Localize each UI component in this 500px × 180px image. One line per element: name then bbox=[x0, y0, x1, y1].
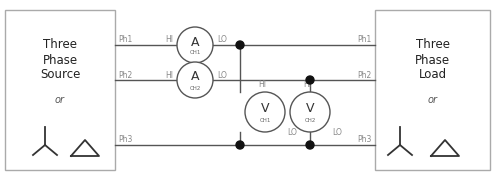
Text: Ph2: Ph2 bbox=[118, 71, 132, 80]
Text: or: or bbox=[428, 95, 438, 105]
Text: Ph1: Ph1 bbox=[358, 35, 372, 44]
Text: V: V bbox=[261, 102, 269, 114]
Circle shape bbox=[177, 62, 213, 98]
Text: LO: LO bbox=[217, 71, 227, 80]
Circle shape bbox=[290, 92, 330, 132]
Text: HI: HI bbox=[303, 80, 311, 89]
Text: Ph3: Ph3 bbox=[118, 136, 132, 145]
Text: V: V bbox=[306, 102, 314, 114]
Text: Phase: Phase bbox=[415, 53, 450, 66]
Text: CH2: CH2 bbox=[190, 86, 200, 91]
Circle shape bbox=[177, 27, 213, 63]
Circle shape bbox=[306, 76, 314, 84]
Text: CH1: CH1 bbox=[190, 51, 200, 55]
Text: Phase: Phase bbox=[42, 53, 78, 66]
Text: LO: LO bbox=[217, 35, 227, 44]
Text: LO: LO bbox=[332, 128, 342, 137]
Text: CH1: CH1 bbox=[260, 118, 270, 123]
Text: Three: Three bbox=[43, 39, 77, 51]
Text: HI: HI bbox=[258, 80, 266, 89]
Bar bbox=[5, 10, 115, 170]
Text: or: or bbox=[55, 95, 65, 105]
Text: LO: LO bbox=[287, 128, 297, 137]
Circle shape bbox=[236, 41, 244, 49]
Circle shape bbox=[245, 92, 285, 132]
Circle shape bbox=[236, 141, 244, 149]
Text: Ph2: Ph2 bbox=[358, 71, 372, 80]
Text: CH2: CH2 bbox=[304, 118, 316, 123]
Text: Ph3: Ph3 bbox=[358, 136, 372, 145]
Text: HI: HI bbox=[165, 71, 173, 80]
Circle shape bbox=[306, 141, 314, 149]
Text: A: A bbox=[191, 71, 199, 84]
Text: Ph1: Ph1 bbox=[118, 35, 132, 44]
Text: Load: Load bbox=[418, 69, 446, 82]
Text: A: A bbox=[191, 35, 199, 48]
Bar bbox=[375, 10, 490, 170]
Text: HI: HI bbox=[165, 35, 173, 44]
Text: Three: Three bbox=[416, 39, 450, 51]
Text: Source: Source bbox=[40, 69, 80, 82]
